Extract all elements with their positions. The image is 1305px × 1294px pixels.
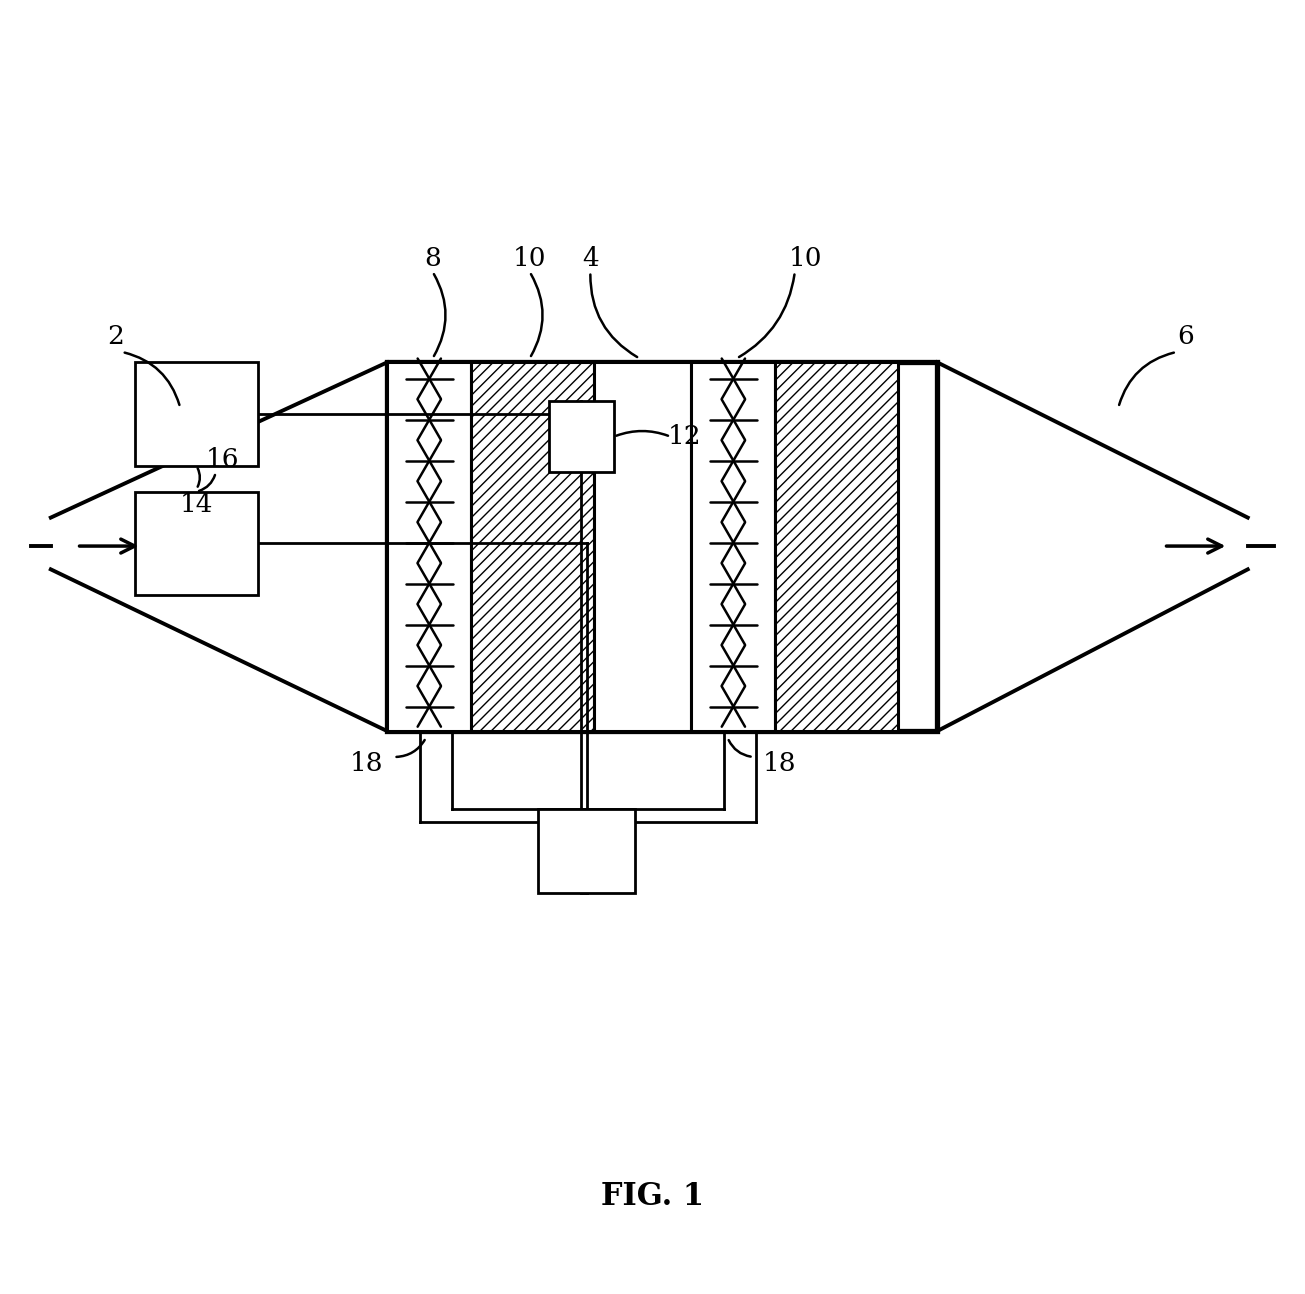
Bar bbox=[134, 492, 258, 595]
Text: 18: 18 bbox=[762, 751, 796, 776]
Text: 10: 10 bbox=[788, 246, 822, 272]
Bar bbox=[594, 362, 692, 731]
Bar bbox=[134, 362, 258, 466]
Text: 12: 12 bbox=[668, 424, 702, 449]
Bar bbox=[538, 809, 636, 893]
Bar bbox=[775, 362, 898, 731]
Bar bbox=[388, 362, 471, 731]
Text: 6: 6 bbox=[1177, 324, 1194, 349]
Text: 4: 4 bbox=[582, 246, 599, 272]
Bar bbox=[549, 401, 613, 472]
Bar bbox=[388, 362, 937, 731]
Text: FIG. 1: FIG. 1 bbox=[602, 1181, 703, 1212]
Text: 10: 10 bbox=[513, 246, 547, 272]
Bar bbox=[692, 362, 775, 731]
Text: 16: 16 bbox=[205, 446, 239, 472]
Text: 8: 8 bbox=[424, 246, 441, 272]
Text: 2: 2 bbox=[107, 324, 124, 349]
Text: 14: 14 bbox=[180, 492, 213, 518]
Text: 18: 18 bbox=[350, 751, 384, 776]
Bar bbox=[471, 362, 594, 731]
